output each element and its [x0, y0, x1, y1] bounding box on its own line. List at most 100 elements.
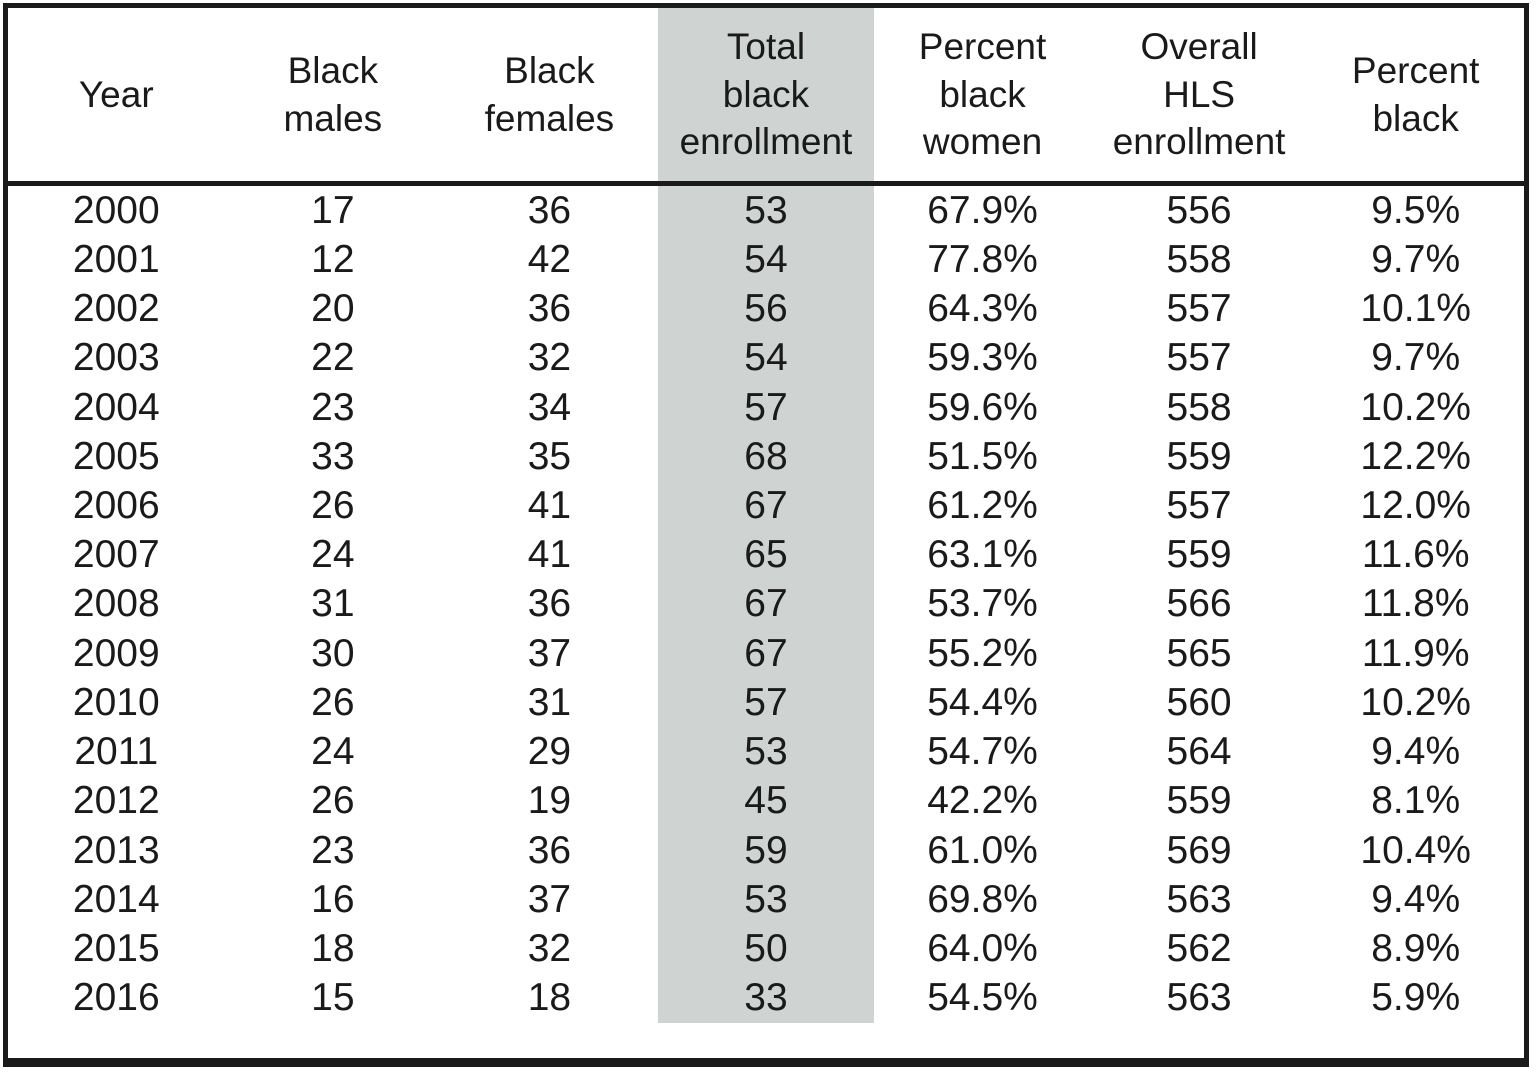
table-cell: 2002 — [72, 287, 160, 331]
table-row: 2001 12 42 54 77.8% 558 9.7% — [8, 235, 1524, 284]
table-cell: 37 — [527, 631, 572, 675]
table-row: 2011 24 29 53 54.7% 564 9.4% — [8, 728, 1524, 777]
table-cell: 50 — [744, 927, 788, 971]
table-cell: 2006 — [72, 484, 160, 528]
table-cell: 2005 — [72, 434, 160, 478]
table-cell: 30 — [311, 631, 355, 675]
table-row: 2003 22 32 54 59.3% 557 9.7% — [8, 334, 1524, 383]
table-cell: 41 — [527, 533, 572, 577]
table-cell: 563 — [1166, 877, 1232, 921]
table-cell: 556 — [1166, 188, 1232, 232]
table-cell: 9.7% — [1371, 237, 1461, 281]
table-cell: 2004 — [72, 385, 160, 429]
table-cell: 53 — [744, 877, 788, 921]
table-row: 2012 26 19 45 42.2% 559 8.1% — [8, 777, 1524, 826]
table-cell: 56 — [744, 287, 788, 331]
table-cell: 53 — [744, 730, 788, 774]
enrollment-table-frame: Year Black males Black females Total bla… — [3, 3, 1529, 1067]
table-cell: 67.9% — [927, 188, 1038, 232]
column-header-total-black-enrollment: Total black enrollment — [657, 8, 875, 186]
table-cell: 23 — [311, 385, 355, 429]
table-row: 2000 17 36 53 67.9% 556 9.5% — [8, 186, 1524, 235]
table-cell: 9.5% — [1371, 188, 1461, 232]
table-cell: 26 — [311, 484, 355, 528]
table-cell: 26 — [311, 680, 355, 724]
table-cell: 57 — [744, 385, 788, 429]
table-row: 2005 33 35 68 51.5% 559 12.2% — [8, 432, 1524, 481]
table-cell: 64.0% — [927, 927, 1038, 971]
table-cell: 54.7% — [927, 730, 1038, 774]
table-cell: 557 — [1166, 484, 1232, 528]
table-cell: 564 — [1166, 730, 1232, 774]
table-cell: 53.7% — [927, 582, 1038, 626]
table-row: 2016 15 18 33 54.5% 563 5.9% — [8, 974, 1524, 1023]
table-row: 2006 26 41 67 61.2% 557 12.0% — [8, 481, 1524, 530]
table-cell: 77.8% — [927, 237, 1038, 281]
table-cell: 5.9% — [1371, 976, 1461, 1020]
table-cell: 29 — [527, 730, 572, 774]
table-cell: 2015 — [72, 927, 160, 971]
table-cell: 559 — [1166, 779, 1232, 823]
table-cell: 558 — [1166, 237, 1232, 281]
table-cell: 11.9% — [1361, 631, 1470, 675]
table-cell: 32 — [527, 336, 572, 380]
table-cell: 51.5% — [927, 434, 1038, 478]
table-cell: 67 — [744, 631, 788, 675]
table-cell: 16 — [311, 877, 355, 921]
table-cell: 54 — [744, 237, 788, 281]
table-cell: 59.6% — [927, 385, 1038, 429]
table-cell: 9.4% — [1371, 730, 1461, 774]
table-cell: 2010 — [72, 680, 160, 724]
table-cell: 67 — [744, 582, 788, 626]
table-cell: 33 — [744, 976, 788, 1020]
table-cell: 23 — [311, 828, 355, 872]
table-cell: 10.1% — [1360, 287, 1471, 331]
table-cell: 559 — [1166, 434, 1232, 478]
table-cell: 565 — [1166, 631, 1232, 675]
table-cell: 42.2% — [927, 779, 1038, 823]
table-cell: 59.3% — [927, 336, 1038, 380]
table-cell: 2000 — [72, 188, 160, 232]
table-header: Year Black males Black females Total bla… — [8, 8, 1524, 186]
table-cell: 566 — [1166, 582, 1232, 626]
table-row: 2013 23 36 59 61.0% 569 10.4% — [8, 826, 1524, 875]
table-cell: 36 — [527, 828, 572, 872]
table-cell: 64.3% — [927, 287, 1038, 331]
column-header-black-females: Black females — [441, 8, 658, 186]
table-cell: 11.6% — [1361, 533, 1470, 577]
table-cell: 67 — [744, 484, 788, 528]
table-cell: 20 — [311, 287, 355, 331]
table-cell: 10.2% — [1360, 385, 1471, 429]
table-row: 2008 31 36 67 53.7% 566 11.8% — [8, 580, 1524, 629]
table-cell: 32 — [527, 927, 572, 971]
table-cell: 2013 — [72, 828, 160, 872]
table-cell: 2016 — [72, 976, 160, 1020]
table-cell: 33 — [311, 434, 355, 478]
table-cell: 54.4% — [927, 680, 1038, 724]
bottom-spacer — [8, 1023, 1524, 1058]
table-cell: 10.4% — [1360, 828, 1471, 872]
column-header-percent-black: Percent black — [1307, 8, 1524, 186]
table-cell: 63.1% — [927, 533, 1038, 577]
table-cell: 10.2% — [1360, 680, 1471, 724]
table-cell: 9.7% — [1371, 336, 1461, 380]
bottom-spacer-row — [8, 1023, 1524, 1058]
table-cell: 31 — [527, 680, 572, 724]
table-cell: 2008 — [72, 582, 160, 626]
table-cell: 2003 — [72, 336, 160, 380]
table-cell: 562 — [1166, 927, 1232, 971]
column-header-overall-hls-enrollment: Overall HLS enrollment — [1090, 8, 1308, 186]
table-cell: 54.5% — [927, 976, 1038, 1020]
table-cell: 55.2% — [927, 631, 1038, 675]
column-header-year: Year — [8, 8, 225, 186]
table-cell: 45 — [744, 779, 788, 823]
table-cell: 18 — [527, 976, 572, 1020]
table-cell: 2012 — [72, 779, 160, 823]
table-row: 2009 30 37 67 55.2% 565 11.9% — [8, 629, 1524, 678]
table-cell: 26 — [311, 779, 355, 823]
table-cell: 8.9% — [1371, 927, 1461, 971]
table-cell: 12.0% — [1360, 484, 1471, 528]
table-cell: 36 — [527, 188, 572, 232]
table-cell: 37 — [527, 877, 572, 921]
table-row: 2007 24 41 65 63.1% 559 11.6% — [8, 531, 1524, 580]
